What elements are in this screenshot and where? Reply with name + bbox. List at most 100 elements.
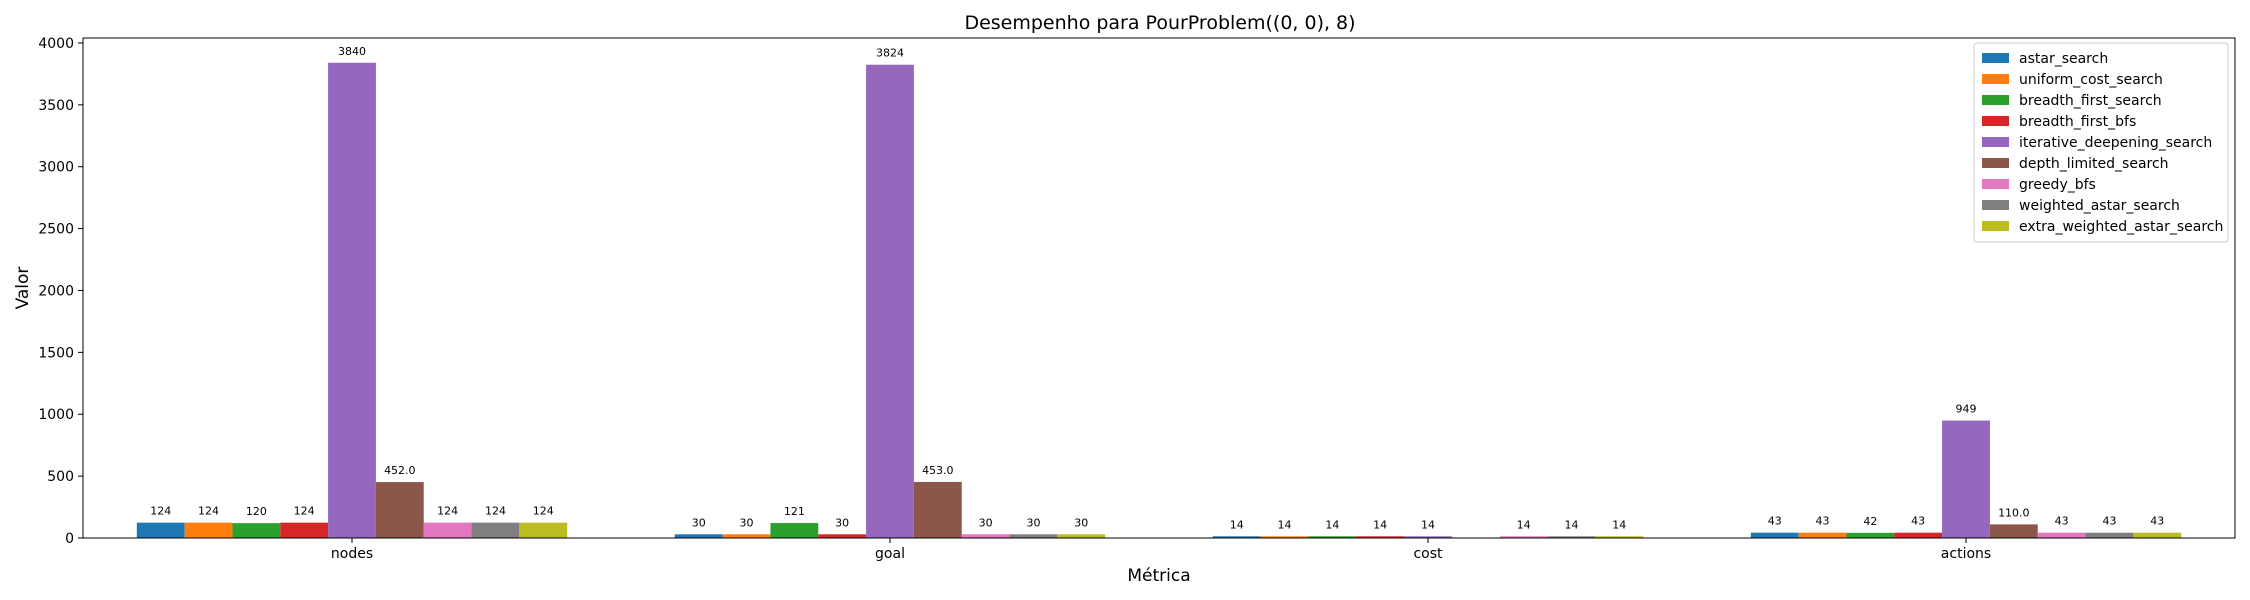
bar-greedy_bfs-nodes xyxy=(423,522,472,538)
bar-breadth_first_search-cost xyxy=(1308,536,1357,538)
x-tick-label-nodes: nodes xyxy=(331,546,373,562)
bar-extra_weighted_astar_search-cost xyxy=(1595,536,1644,538)
y-tick-label: 500 xyxy=(47,469,74,485)
legend-swatch-depth_limited_search xyxy=(1982,158,2009,168)
y-tick-label: 1500 xyxy=(38,345,74,361)
legend-label-greedy_bfs: greedy_bfs xyxy=(2019,177,2096,193)
bar-weighted_astar_search-cost xyxy=(1547,536,1596,538)
data-label-breadth_first_bfs-cost: 14 xyxy=(1373,518,1387,531)
data-label-breadth_first_search-goal: 121 xyxy=(784,505,805,518)
y-tick-label: 2500 xyxy=(38,222,74,238)
y-axis-label: Valor xyxy=(13,267,33,310)
legend-label-astar_search: astar_search xyxy=(2019,51,2108,67)
data-label-weighted_astar_search-goal: 30 xyxy=(1026,516,1040,529)
bar-breadth_first_bfs-actions xyxy=(1894,532,1943,538)
data-label-greedy_bfs-goal: 30 xyxy=(979,516,993,529)
y-axis: 0 500 1000 1500 2000 2500 3000 3500 4000 xyxy=(38,36,83,547)
bar-breadth_first_bfs-nodes xyxy=(280,522,329,538)
bar-iterative_deepening_search-goal xyxy=(866,64,914,539)
x-axis: nodes goal cost actions xyxy=(331,538,1991,562)
data-label-extra_weighted_astar_search-cost: 14 xyxy=(1612,518,1626,531)
data-label-weighted_astar_search-cost: 14 xyxy=(1564,518,1578,531)
legend-swatch-breadth_first_bfs xyxy=(1982,116,2009,126)
bar-uniform_cost_search-goal xyxy=(722,534,771,538)
bar-uniform_cost_search-nodes xyxy=(184,522,233,538)
plot-frame xyxy=(82,37,2236,539)
x-axis-label: Métrica xyxy=(1127,566,1190,586)
data-label-greedy_bfs-cost: 14 xyxy=(1517,518,1531,531)
legend-label-extra_weighted_astar_search: extra_weighted_astar_search xyxy=(2019,219,2223,235)
bar-astar_search-nodes xyxy=(136,522,185,538)
bar-extra_weighted_astar_search-nodes xyxy=(519,522,568,538)
data-label-astar_search-cost: 14 xyxy=(1230,518,1244,531)
bar-astar_search-cost xyxy=(1212,536,1261,538)
bar-astar_search-goal xyxy=(674,534,723,538)
data-label-uniform_cost_search-actions: 43 xyxy=(1816,515,1830,528)
data-label-uniform_cost_search-nodes: 124 xyxy=(198,505,219,518)
y-tick-label: 3000 xyxy=(38,160,74,176)
data-label-uniform_cost_search-goal: 30 xyxy=(740,516,754,529)
data-label-iterative_deepening_search-nodes: 3840 xyxy=(338,45,366,58)
bar-depth_limited_search-goal xyxy=(913,481,962,538)
data-label-depth_limited_search-actions: 110.0 xyxy=(1998,506,2030,519)
data-label-astar_search-goal: 30 xyxy=(692,516,706,529)
data-label-iterative_deepening_search-goal: 3824 xyxy=(876,47,904,60)
legend-swatch-extra_weighted_astar_search xyxy=(1982,221,2009,231)
data-label-breadth_first_bfs-actions: 43 xyxy=(1911,515,1925,528)
legend-label-iterative_deepening_search: iterative_deepening_search xyxy=(2019,135,2212,151)
legend-swatch-greedy_bfs xyxy=(1982,179,2009,189)
bar-breadth_first_search-actions xyxy=(1846,532,1895,538)
bar-uniform_cost_search-actions xyxy=(1798,532,1847,538)
bar-weighted_astar_search-nodes xyxy=(471,522,520,538)
bar-depth_limited_search-nodes xyxy=(375,482,424,538)
data-label-depth_limited_search-nodes: 452.0 xyxy=(384,464,416,477)
bar-breadth_first_bfs-goal xyxy=(818,534,867,538)
data-label-iterative_deepening_search-cost: 14 xyxy=(1421,518,1435,531)
bar-greedy_bfs-goal xyxy=(961,534,1010,538)
data-label-breadth_first_search-nodes: 120 xyxy=(246,505,267,518)
bars-layer xyxy=(136,62,2182,539)
data-label-weighted_astar_search-nodes: 124 xyxy=(485,505,506,518)
bar-iterative_deepening_search-cost xyxy=(1404,536,1452,538)
bar-extra_weighted_astar_search-goal xyxy=(1057,534,1106,538)
data-label-breadth_first_search-cost: 14 xyxy=(1325,518,1339,531)
bar-breadth_first_bfs-cost xyxy=(1356,536,1405,538)
data-label-astar_search-actions: 43 xyxy=(1768,515,1782,528)
legend-label-breadth_first_search: breadth_first_search xyxy=(2019,93,2162,109)
y-tick-label: 2000 xyxy=(38,283,74,299)
bar-weighted_astar_search-goal xyxy=(1009,534,1058,538)
data-label-uniform_cost_search-cost: 14 xyxy=(1278,518,1292,531)
data-label-breadth_first_bfs-goal: 30 xyxy=(835,516,849,529)
bar-extra_weighted_astar_search-actions xyxy=(2133,532,2182,538)
legend-swatch-uniform_cost_search xyxy=(1982,74,2009,84)
data-label-iterative_deepening_search-actions: 949 xyxy=(1956,403,1977,416)
legend: astar_search uniform_cost_search breadth_f… xyxy=(1973,42,2229,243)
legend-swatch-weighted_astar_search xyxy=(1982,200,2009,210)
bar-iterative_deepening_search-actions xyxy=(1942,420,1990,538)
data-labels-layer: 124 30 14 43 124 30 14 43 120 121 14 42 124 30 14 43 384… xyxy=(150,45,2164,532)
legend-label-weighted_astar_search: weighted_astar_search xyxy=(2019,198,2180,214)
y-tick-label: 3500 xyxy=(38,98,74,114)
bar-iterative_deepening_search-nodes xyxy=(328,62,376,539)
data-label-greedy_bfs-nodes: 124 xyxy=(437,505,458,518)
legend-swatch-astar_search xyxy=(1982,53,2009,63)
y-tick-label: 0 xyxy=(65,531,74,547)
data-label-greedy_bfs-actions: 43 xyxy=(2055,515,2069,528)
y-tick-label: 4000 xyxy=(38,36,74,52)
data-label-astar_search-nodes: 124 xyxy=(150,505,171,518)
legend-swatch-breadth_first_search xyxy=(1982,95,2009,105)
legend-label-depth_limited_search: depth_limited_search xyxy=(2019,156,2169,172)
bar-greedy_bfs-actions xyxy=(2037,532,2086,538)
data-label-extra_weighted_astar_search-goal: 30 xyxy=(1074,516,1088,529)
data-label-weighted_astar_search-actions: 43 xyxy=(2102,515,2116,528)
x-tick-label-actions: actions xyxy=(1941,546,1991,562)
bar-depth_limited_search-actions xyxy=(1989,524,2038,538)
bar-breadth_first_search-nodes xyxy=(232,523,281,538)
bar-breadth_first_search-goal xyxy=(770,523,819,538)
chart-title: Desempenho para PourProblem((0, 0), 8) xyxy=(964,12,1355,34)
y-tick-label: 1000 xyxy=(38,407,74,423)
legend-swatch-iterative_deepening_search xyxy=(1982,137,2009,147)
bar-uniform_cost_search-cost xyxy=(1260,536,1309,538)
legend-label-uniform_cost_search: uniform_cost_search xyxy=(2019,72,2163,88)
